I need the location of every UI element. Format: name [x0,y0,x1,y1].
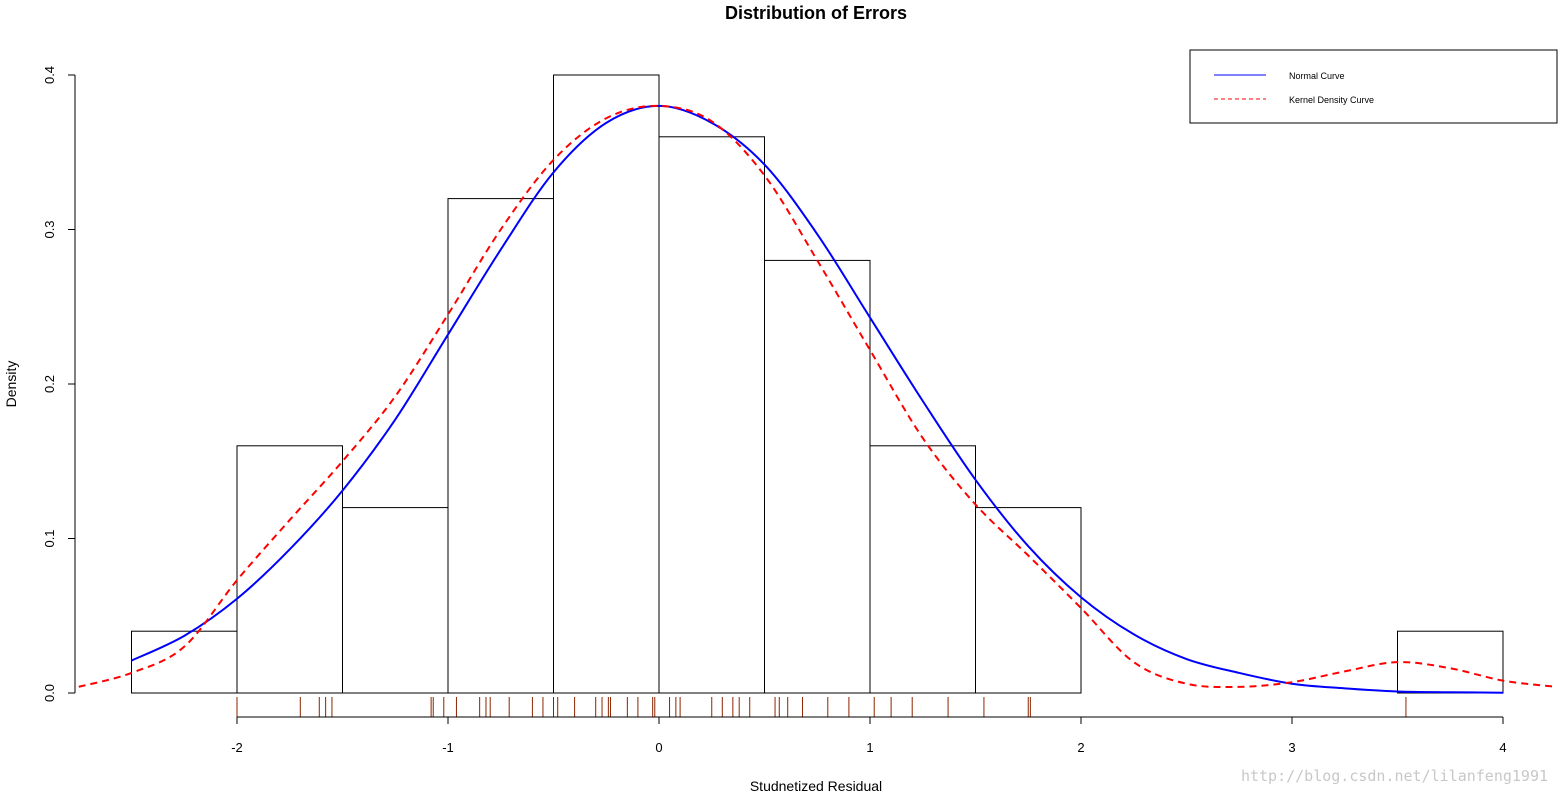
x-tick-label: 0 [655,740,662,755]
x-tick-label: 1 [866,740,873,755]
legend-box [1189,49,1558,124]
kernel-density-curve [78,104,1556,689]
y-axis: 0.0 0.1 0.2 0.3 0.4 [42,66,76,702]
histogram-bar [447,198,554,694]
y-tick-label: 0.0 [42,684,57,702]
histogram-bar [342,507,449,694]
histogram-bar [553,74,660,694]
y-tick-label: 0.4 [42,66,57,84]
histogram-bar [975,507,1082,694]
y-tick-label: 0.2 [42,375,57,393]
histogram-bars [131,74,1504,694]
legend: Normal Curve Kernel Density Curve [1189,49,1558,124]
histogram-bar [131,630,238,694]
x-axis: -2 -1 0 1 2 3 4 [231,716,1507,755]
histogram-bar [1397,630,1504,694]
histogram-bar [236,445,343,694]
x-tick-label: 3 [1288,740,1295,755]
rug-marks [236,697,1407,717]
density-curves [78,104,1556,694]
chart-title: Distribution of Errors [725,3,907,23]
x-tick-label: -2 [231,740,243,755]
normal-curve [131,104,1504,694]
x-tick-label: -1 [442,740,454,755]
legend-label-normal-curve: Normal Curve [1289,71,1345,81]
histogram-bar [658,136,765,694]
y-tick-label: 0.1 [42,529,57,547]
legend-label-kernel-density-curve: Kernel Density Curve [1289,95,1374,105]
x-tick-label: 2 [1077,740,1084,755]
y-tick-label: 0.3 [42,220,57,238]
x-axis-label: Studnetized Residual [750,778,882,794]
watermark-text: http://blog.csdn.net/lilanfeng1991 [1241,767,1548,785]
histogram-bar [764,259,871,694]
x-tick-label: 4 [1499,740,1506,755]
histogram-bar [869,445,976,694]
y-axis-label: Density [3,361,19,408]
